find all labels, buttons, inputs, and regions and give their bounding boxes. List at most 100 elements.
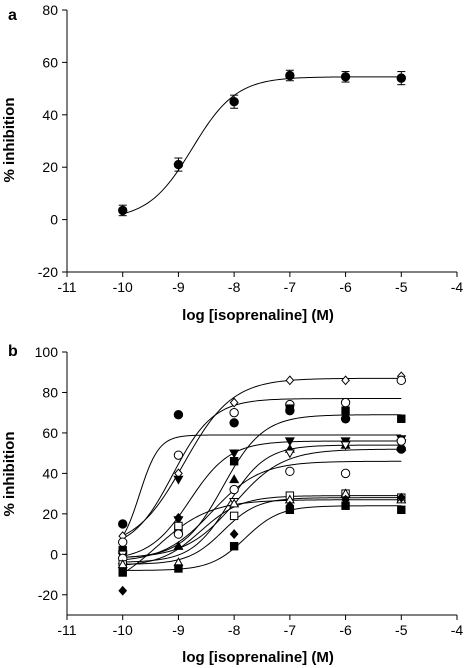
y-tick-label: 40: [42, 107, 58, 123]
series-4-fit-curve: [122, 414, 402, 558]
panel-a-y-axis: -20 0 20 40 60 80: [38, 2, 68, 280]
series-9-point: [229, 511, 239, 521]
series-7-point: [340, 441, 351, 451]
y-tick-label: 0: [50, 212, 58, 228]
series-10-point: [229, 498, 240, 508]
series-12-point: [341, 501, 350, 510]
series-2-point: [396, 375, 406, 386]
series-8-point: [396, 436, 406, 446]
series-6-point: [229, 474, 240, 484]
y-tick-label: 60: [42, 425, 58, 441]
series-9-point: [174, 521, 183, 531]
x-tick-label: -10: [113, 622, 133, 638]
panel-a: a -11 -10 -9 -8 -7 -6 -5 -4 -20 0 20 40 60 80 log [i…: [1, 2, 463, 324]
series-7-fit-curve: [122, 448, 402, 558]
series-11-point: [174, 512, 183, 523]
series-5-point: [229, 449, 240, 459]
panel-a-letter: a: [8, 7, 17, 24]
series-4-point: [285, 404, 295, 413]
panel-b-x-axis-title: log [isoprenaline] (M): [182, 649, 334, 666]
x-tick-label: -4: [451, 622, 464, 638]
series-5-point: [173, 475, 184, 485]
x-tick-label: -11: [57, 622, 76, 638]
series-8-point: [340, 468, 351, 479]
series-1-point: [285, 70, 295, 81]
series-11-fit-curve: [122, 499, 402, 574]
x-tick-label: -11: [57, 279, 76, 295]
x-tick-label: -5: [395, 622, 408, 638]
series-10-point: [117, 559, 128, 569]
series-5-fit-curve: [122, 440, 402, 557]
series-12-point: [229, 542, 239, 551]
series-11-point: [229, 529, 239, 540]
series-1-point: [173, 159, 184, 170]
series-2-point: [340, 397, 351, 408]
panel-a-x-axis: -11 -10 -9 -8 -7 -6 -5 -4: [57, 271, 464, 295]
panel-b-y-axis: -20 0 20 40 60 80 100: [35, 344, 68, 615]
series-8-point: [173, 529, 184, 539]
series-8-point: [285, 466, 295, 477]
y-tick-label: 0: [50, 546, 58, 562]
panel-b: b -11 -10 -9 -8 -7 -6 -5 -4 -20 0 20 40 60 80 100 log…: [1, 343, 463, 666]
x-tick-label: -9: [172, 622, 185, 638]
series-12-fit-curve: [122, 505, 402, 571]
y-tick-label: 100: [35, 344, 59, 360]
series-3-point: [118, 519, 128, 529]
x-tick-label: -6: [339, 279, 352, 295]
series-1-point: [118, 205, 128, 216]
x-tick-label: -10: [113, 279, 133, 295]
series-3-point: [173, 410, 184, 420]
series-1-point: [229, 97, 239, 107]
series-10-fit-curve: [122, 497, 402, 565]
series-11-point: [396, 492, 406, 503]
series-12-point: [174, 564, 183, 573]
x-tick-label: -8: [228, 622, 241, 638]
panel-a-plot-area: [118, 69, 406, 217]
series-1-point: [229, 397, 239, 408]
series-12-point: [118, 568, 127, 577]
series-11-point: [118, 585, 128, 596]
series-2-point: [229, 407, 239, 418]
series-3-fit-curve: [122, 434, 402, 537]
x-tick-label: -6: [339, 622, 352, 638]
x-tick-label: -7: [284, 622, 297, 638]
series-4-point: [229, 457, 239, 466]
series-2-fit-curve: [122, 398, 402, 540]
series-4-point: [341, 406, 350, 415]
panel-b-y-axis-title: % inhibition: [1, 432, 18, 517]
y-tick-label: 40: [42, 465, 58, 481]
y-tick-label: 60: [42, 54, 58, 70]
series-4-point: [397, 414, 406, 423]
series-1-fit-curve: [122, 377, 402, 537]
y-tick-label: 20: [42, 159, 58, 175]
series-9-fit-curve: [122, 495, 402, 566]
series-8-fit-curve: [122, 460, 402, 561]
series-2-point: [173, 450, 184, 460]
series-6-fit-curve: [122, 444, 402, 563]
panel-b-x-axis: -11 -10 -9 -8 -7 -6 -5 -4: [57, 614, 464, 638]
series-3-point: [229, 418, 239, 428]
series-8-point: [229, 484, 239, 495]
series-7-point: [284, 449, 295, 459]
panel-b-letter: b: [8, 343, 18, 360]
series-1-point: [285, 375, 295, 386]
panel-a-y-axis-title: % inhibition: [1, 98, 18, 183]
x-tick-label: -9: [172, 279, 185, 295]
x-tick-label: -5: [395, 279, 408, 295]
series-5-point: [284, 437, 295, 447]
y-tick-label: 80: [42, 2, 58, 18]
y-tick-label: 80: [42, 384, 58, 400]
series-3-point: [340, 414, 351, 424]
series-1-point: [341, 375, 350, 386]
series-1-point: [340, 72, 351, 82]
y-tick-label: -20: [38, 587, 58, 603]
x-tick-label: -7: [284, 279, 297, 295]
x-tick-label: -4: [451, 279, 464, 295]
series-1-point: [396, 73, 406, 83]
series-1-fit-curve: [122, 76, 402, 215]
series-6-point: [173, 541, 184, 550]
x-tick-label: -8: [228, 279, 241, 295]
series-12-point: [397, 505, 406, 515]
series-2-point: [118, 537, 128, 547]
